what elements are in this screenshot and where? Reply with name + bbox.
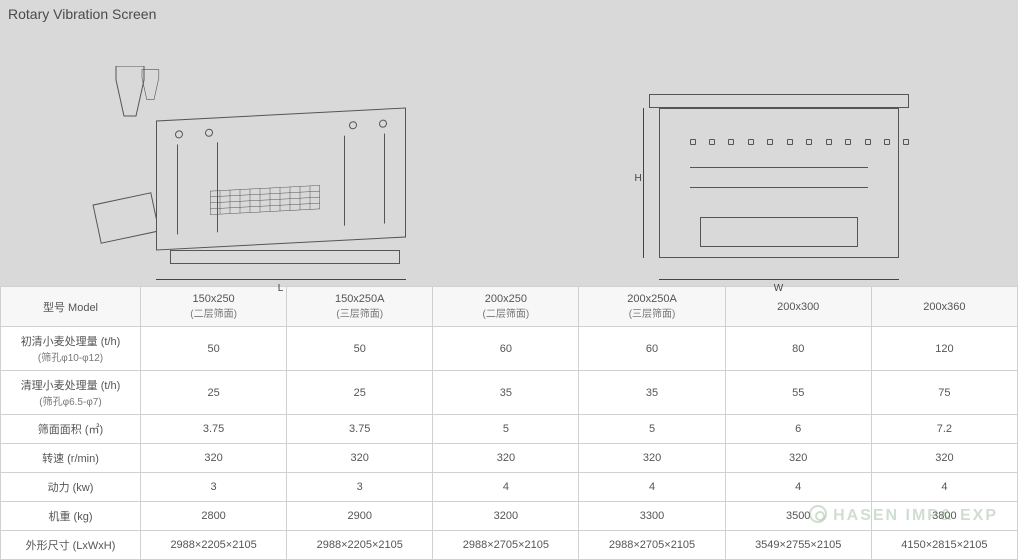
row-header: 机重 (kg)	[1, 502, 141, 531]
cell: 60	[579, 327, 725, 371]
row-header: 外形尺寸 (LxWxH)	[1, 531, 141, 560]
cell: 4150×2815×2105	[871, 531, 1017, 560]
cell: 3	[141, 473, 287, 502]
cell: 3549×2755×2105	[725, 531, 871, 560]
row-header-model: 型号 Model	[1, 287, 141, 327]
cell: 320	[141, 444, 287, 473]
cell: 2900	[287, 502, 433, 531]
table-row-cap-clean: 清理小麦处理量 (t/h)(筛孔φ6.5-φ7) 25 25 35 35 55 …	[1, 371, 1018, 415]
cell: 3800	[871, 502, 1017, 531]
table-row-size: 外形尺寸 (LxWxH) 2988×2205×2105 2988×2205×21…	[1, 531, 1018, 560]
cell: 4	[579, 473, 725, 502]
cell: 320	[871, 444, 1017, 473]
cell: 35	[579, 371, 725, 415]
table-row-area: 筛面面积 (㎡) 3.75 3.75 5 5 6 7.2	[1, 415, 1018, 444]
cell: 2988×2705×2105	[579, 531, 725, 560]
table-row-power: 动力 (kw) 3 3 4 4 4 4	[1, 473, 1018, 502]
cell: 50	[287, 327, 433, 371]
page-container: Rotary Vibration Screen	[0, 0, 1018, 560]
row-header: 筛面面积 (㎡)	[1, 415, 141, 444]
cell: 7.2	[871, 415, 1017, 444]
cell: 55	[725, 371, 871, 415]
dim-w-label: W	[774, 283, 783, 294]
row-header: 初清小麦处理量 (t/h)	[21, 336, 121, 348]
cell: 2988×2705×2105	[433, 531, 579, 560]
cell: 3200	[433, 502, 579, 531]
cell: 320	[433, 444, 579, 473]
cell: 2988×2205×2105	[141, 531, 287, 560]
cell: 4	[433, 473, 579, 502]
cell: 80	[725, 327, 871, 371]
cell: 25	[287, 371, 433, 415]
cell: 5	[579, 415, 725, 444]
cell: 120	[871, 327, 1017, 371]
cell: 200x300	[777, 301, 819, 313]
cell: 4	[871, 473, 1017, 502]
cell: 3.75	[141, 415, 287, 444]
page-title: Rotary Vibration Screen	[0, 0, 1018, 26]
cell: 3500	[725, 502, 871, 531]
cell: 3.75	[287, 415, 433, 444]
cell: 4	[725, 473, 871, 502]
cell: 35	[433, 371, 579, 415]
cell: 200x360	[923, 301, 965, 313]
row-header: 转速 (r/min)	[1, 444, 141, 473]
drawing-front-view: H W	[639, 78, 919, 278]
cell: 320	[287, 444, 433, 473]
table-row-weight: 机重 (kg) 2800 2900 3200 3300 3500 3800	[1, 502, 1018, 531]
table-row-cap-init: 初清小麦处理量 (t/h)(筛孔φ10-φ12) 50 50 60 60 80 …	[1, 327, 1018, 371]
cell: 5	[433, 415, 579, 444]
row-header: 清理小麦处理量 (t/h)	[21, 380, 121, 392]
cell: 75	[871, 371, 1017, 415]
cell: 50	[141, 327, 287, 371]
dim-h-label: H	[635, 173, 642, 184]
cell: 60	[433, 327, 579, 371]
drawing-area: L H W	[0, 26, 1018, 286]
cell: 150x250	[192, 293, 234, 305]
dim-l-label: L	[278, 283, 284, 294]
cell: 200x250	[485, 293, 527, 305]
spec-table: 型号 Model 150x250(二层筛面) 150x250A(三层筛面) 20…	[0, 286, 1018, 560]
cell: 320	[579, 444, 725, 473]
cell: 150x250A	[335, 293, 385, 305]
cell: 2988×2205×2105	[287, 531, 433, 560]
table-row-model: 型号 Model 150x250(二层筛面) 150x250A(三层筛面) 20…	[1, 287, 1018, 327]
cell: 3300	[579, 502, 725, 531]
cell: 25	[141, 371, 287, 415]
cell: 320	[725, 444, 871, 473]
drawing-side-view: L	[100, 78, 440, 278]
row-header: 动力 (kw)	[1, 473, 141, 502]
table-row-speed: 转速 (r/min) 320 320 320 320 320 320	[1, 444, 1018, 473]
cell: 3	[287, 473, 433, 502]
cell: 200x250A	[627, 293, 677, 305]
cell: 2800	[141, 502, 287, 531]
cell: 6	[725, 415, 871, 444]
